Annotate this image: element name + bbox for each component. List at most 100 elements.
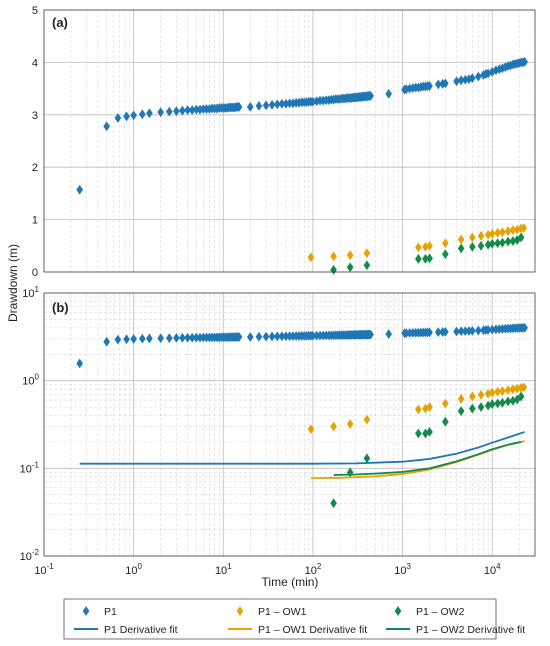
data-point xyxy=(235,101,243,112)
fit-line xyxy=(333,441,522,476)
data-point xyxy=(426,426,433,437)
legend-label: P1 Derivative fit xyxy=(104,624,178,636)
data-point xyxy=(468,241,476,252)
x-tick-label: 102 xyxy=(305,562,322,577)
data-point xyxy=(442,398,449,409)
legend-entry: P1 – OW1 xyxy=(236,606,307,618)
y-tick-label: 4 xyxy=(32,57,38,69)
legend-label: P1 – OW2 Derivative fit xyxy=(416,624,525,636)
data-point xyxy=(494,238,502,249)
data-point xyxy=(488,228,496,239)
data-point xyxy=(367,329,374,340)
data-point xyxy=(273,331,281,342)
data-point xyxy=(494,227,502,238)
legend-entry: P1 – OW1 Derivative fit xyxy=(228,624,367,636)
legend-label: P1 – OW1 xyxy=(258,606,307,618)
data-point xyxy=(504,396,512,407)
x-axis-title: Time (min) xyxy=(262,575,319,589)
data-point xyxy=(499,397,506,408)
legend-entries: P1 P1 – OW1 P1 – OW2 P1 Derivative fit P1 – … xyxy=(74,606,525,636)
legend-box xyxy=(63,598,497,640)
data-point xyxy=(76,358,84,369)
legend: P1 P1 – OW1 P1 – OW2 P1 Derivative fit P1 – … xyxy=(63,598,525,640)
data-point xyxy=(123,334,130,345)
data-point xyxy=(146,108,153,119)
data-point xyxy=(504,236,512,247)
data-point xyxy=(346,419,354,430)
data-point xyxy=(494,386,502,397)
y-tick-label: 100 xyxy=(22,373,39,388)
panel-a-grid xyxy=(43,9,536,273)
data-point xyxy=(363,414,371,425)
legend-label: P1 xyxy=(104,606,117,618)
legend-marker xyxy=(236,606,244,616)
data-point xyxy=(488,238,496,249)
data-point xyxy=(442,326,449,337)
legend-entry: P1 xyxy=(82,606,117,618)
y-tick-label: 3 xyxy=(32,110,38,122)
data-point xyxy=(520,382,528,393)
data-point xyxy=(468,73,476,84)
legend-marker xyxy=(82,606,90,616)
data-point xyxy=(165,333,173,344)
data-point xyxy=(468,403,476,414)
data-point xyxy=(457,393,465,404)
data-point xyxy=(468,232,476,243)
data-point xyxy=(130,334,137,344)
panel-a-points xyxy=(76,56,528,275)
data-point xyxy=(307,424,315,435)
panel-b-points xyxy=(76,322,528,509)
data-point xyxy=(346,262,354,273)
data-point xyxy=(504,226,512,237)
data-point xyxy=(363,248,371,259)
panel-b-fit-lines xyxy=(79,431,525,480)
x-tick-label: 103 xyxy=(394,562,411,577)
data-point xyxy=(173,333,180,343)
data-point xyxy=(363,453,371,464)
legend-label: P1 – OW1 Derivative fit xyxy=(258,624,367,636)
data-point xyxy=(415,428,422,439)
fit-line xyxy=(79,431,525,465)
y-tick-label: 0 xyxy=(32,267,38,279)
data-point xyxy=(346,250,354,261)
data-point xyxy=(184,105,191,116)
data-point xyxy=(103,336,111,347)
panel-a-y-ticks: 0 1 2 3 4 5 xyxy=(32,5,38,279)
y-tick-label: 1 xyxy=(32,215,38,227)
data-point xyxy=(262,100,270,111)
legend-entry: P1 Derivative fit xyxy=(74,624,178,636)
data-point xyxy=(262,331,270,342)
panel-a-frame xyxy=(43,9,536,273)
data-point xyxy=(488,387,496,398)
data-point xyxy=(330,421,337,432)
data-point xyxy=(363,260,371,271)
legend-entry: P1 – OW2 Derivative fit xyxy=(386,624,525,636)
x-tick-label: 100 xyxy=(125,562,142,577)
data-point xyxy=(179,105,186,116)
data-point xyxy=(426,402,433,413)
data-point xyxy=(246,101,254,112)
y-tick-label: 2 xyxy=(32,162,38,174)
data-point xyxy=(123,111,130,122)
data-point xyxy=(235,332,243,342)
panel-a-label: (a) xyxy=(52,15,68,30)
data-point xyxy=(307,252,315,263)
data-point xyxy=(453,326,460,337)
data-point xyxy=(346,467,354,478)
data-point xyxy=(246,332,254,342)
data-point xyxy=(255,331,263,342)
data-point xyxy=(477,240,485,251)
y-tick-label: 10-1 xyxy=(20,460,40,475)
data-point xyxy=(475,325,482,336)
data-point xyxy=(184,332,191,343)
y-tick-label: 10-2 xyxy=(20,548,40,563)
data-point xyxy=(385,88,393,99)
data-point xyxy=(517,391,525,402)
data-point xyxy=(103,121,111,132)
data-point xyxy=(499,237,506,248)
data-point xyxy=(521,56,528,67)
data-point xyxy=(268,331,276,342)
data-point xyxy=(415,253,422,264)
